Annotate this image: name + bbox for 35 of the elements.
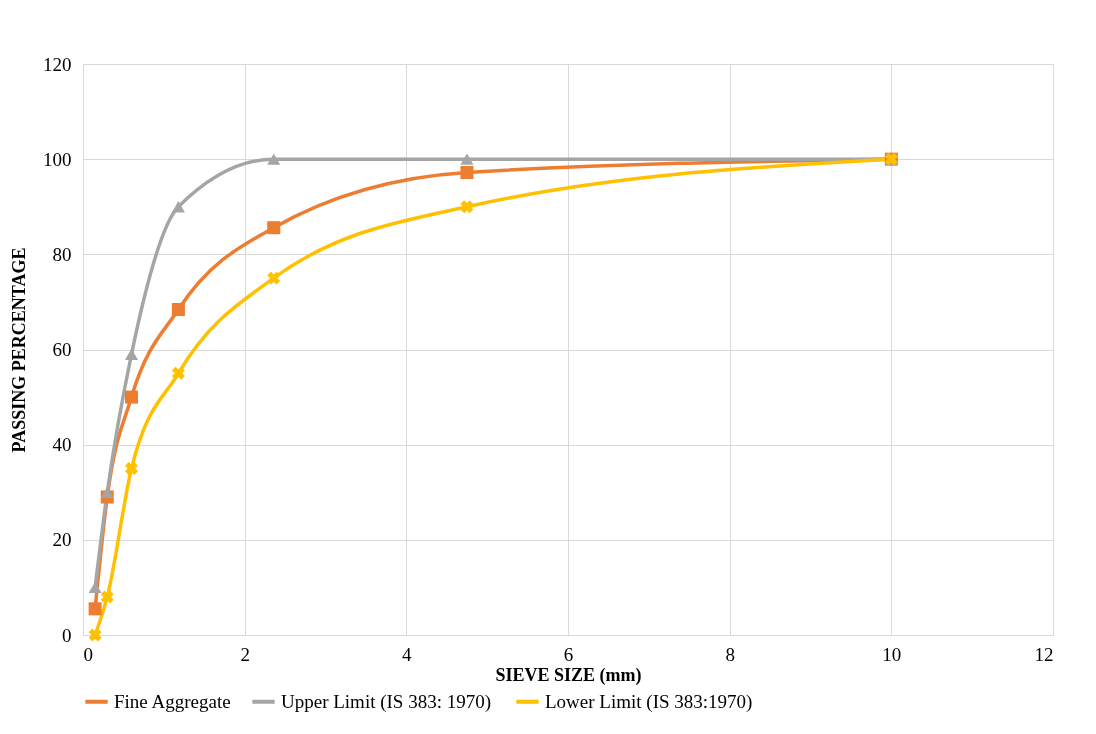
- point: [88, 602, 102, 616]
- y-tick-label: 100: [43, 148, 72, 170]
- x-axis-title: SIEVE SIZE (mm): [495, 664, 642, 686]
- y-tick-label: 120: [43, 53, 72, 75]
- point: [171, 201, 185, 213]
- x-tick-label: 10: [882, 643, 902, 665]
- point: [267, 153, 281, 165]
- x-tick-label: 6: [563, 643, 574, 665]
- point: [125, 462, 138, 475]
- point: [460, 165, 474, 180]
- point: [100, 590, 114, 604]
- point: [124, 348, 139, 360]
- point: [460, 153, 474, 165]
- y-tick-label: 80: [52, 243, 72, 265]
- point: [100, 486, 114, 498]
- point: [460, 200, 474, 214]
- y-axis-title: PASSING PERCENTAGE: [9, 247, 29, 453]
- point: [267, 271, 281, 285]
- y-tick-label: 20: [52, 529, 72, 551]
- x-tick-label: 2: [240, 643, 250, 665]
- point: [171, 366, 185, 380]
- point: [124, 390, 139, 404]
- y-tick-label: 60: [52, 339, 72, 360]
- x-tick-label: 0: [83, 643, 93, 665]
- point: [171, 303, 185, 317]
- y-tick-label: 0: [62, 624, 72, 646]
- x-tick-label: 12: [1034, 643, 1054, 665]
- x-tick-label: 4: [402, 643, 413, 665]
- legend-label: Fine Aggregate: [114, 690, 231, 712]
- legend-label: Upper Limit (IS 383: 1970): [281, 690, 492, 713]
- y-tick-label: 40: [52, 434, 72, 456]
- x-tick-label: 8: [725, 643, 735, 665]
- point: [267, 221, 281, 235]
- legend-label: Lower Limit (IS 383:1970): [545, 690, 753, 713]
- point: [88, 628, 102, 642]
